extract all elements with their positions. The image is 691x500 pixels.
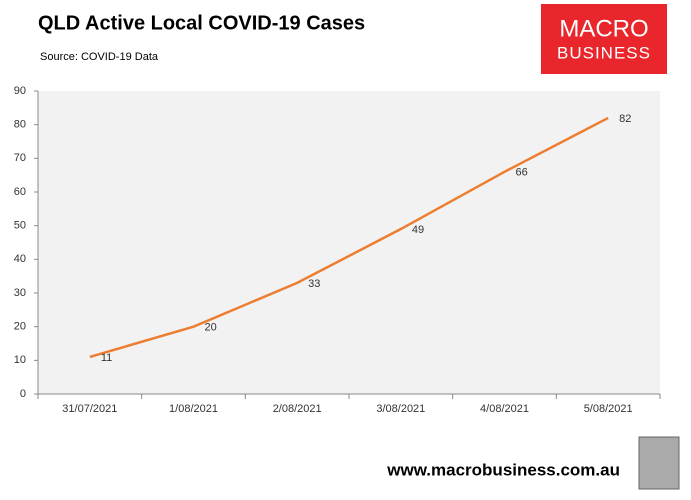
- x-tick-label: 1/08/2021: [169, 403, 218, 415]
- plot-area: [38, 91, 660, 394]
- x-tick-label: 2/08/2021: [273, 403, 322, 415]
- wolf-icon: [638, 436, 680, 490]
- y-tick-label: 20: [14, 321, 26, 333]
- data-label: 20: [205, 322, 217, 334]
- x-tick-label: 3/08/2021: [376, 403, 425, 415]
- y-tick-label: 80: [14, 119, 26, 131]
- y-tick-label: 60: [14, 186, 26, 198]
- data-line: [89, 116, 609, 359]
- logo-box: [541, 4, 667, 74]
- footer-url: www.macrobusiness.com.au: [386, 460, 620, 479]
- x-tick-label: 4/08/2021: [480, 403, 529, 415]
- y-tick-label: 50: [14, 220, 26, 232]
- data-label: 66: [516, 167, 528, 179]
- y-tick-label: 0: [20, 388, 26, 400]
- x-tick-label: 5/08/2021: [584, 403, 633, 415]
- y-tick-label: 40: [14, 253, 26, 265]
- y-tick-label: 70: [14, 152, 26, 164]
- data-label: 11: [101, 352, 112, 364]
- x-tick-label: 31/07/2021: [62, 403, 117, 415]
- chart-title: QLD Active Local COVID-19 Cases: [38, 12, 365, 34]
- chart-subtitle: Source: COVID-19 Data: [40, 51, 159, 63]
- data-label: 82: [619, 113, 631, 125]
- y-tick-label: 90: [14, 85, 26, 97]
- data-label: 49: [412, 224, 424, 236]
- y-tick-label: 10: [14, 354, 26, 366]
- data-label: 33: [308, 278, 320, 290]
- y-tick-label: 30: [14, 287, 26, 299]
- logo-text: BUSINESS: [557, 43, 651, 62]
- logo-text: MACRO: [559, 15, 648, 42]
